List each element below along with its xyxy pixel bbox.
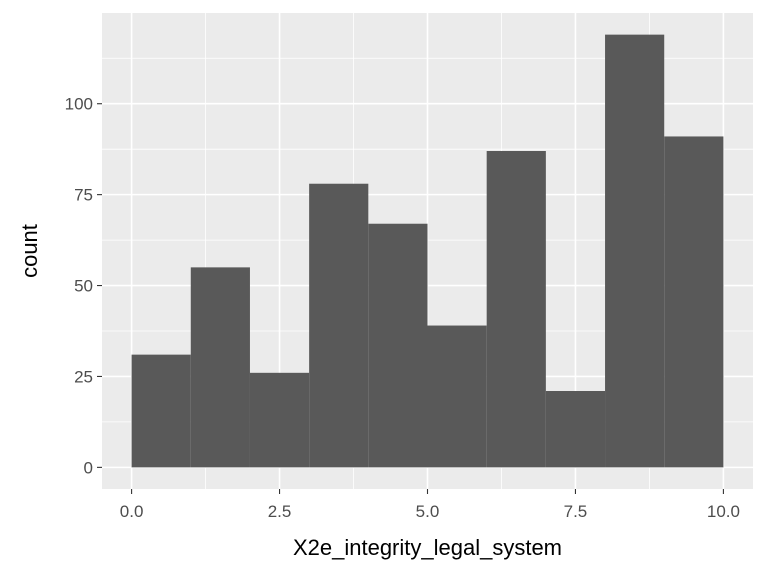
x-tick-label: 0.0: [120, 502, 144, 521]
y-tick-label: 75: [74, 186, 93, 205]
y-axis-ticks: 0 25 50 75 100: [65, 95, 102, 477]
y-tick-label: 0: [84, 458, 93, 477]
y-axis-title: count: [17, 224, 42, 278]
histogram-bar: [249, 372, 310, 468]
histogram-bar: [605, 34, 665, 468]
x-tick-label: 2.5: [268, 502, 292, 521]
histogram-bar: [545, 391, 606, 468]
histogram-bars: [131, 34, 724, 468]
histogram-bar: [368, 223, 428, 468]
histogram-bar: [427, 325, 487, 468]
y-tick-label: 100: [65, 95, 93, 114]
histogram-bar: [309, 183, 369, 468]
histogram-bar: [664, 136, 724, 468]
x-axis-title: X2e_integrity_legal_system: [293, 535, 562, 560]
y-tick-label: 50: [74, 277, 93, 296]
histogram-bar: [131, 354, 191, 468]
y-tick-label: 25: [74, 367, 93, 386]
x-tick-label: 10.0: [707, 502, 740, 521]
x-axis-ticks: 0.0 2.5 5.0 7.5 10.0: [120, 489, 740, 521]
histogram-bar: [190, 267, 250, 468]
x-tick-label: 7.5: [564, 502, 588, 521]
x-tick-label: 5.0: [416, 502, 440, 521]
histogram-bar: [486, 151, 546, 468]
